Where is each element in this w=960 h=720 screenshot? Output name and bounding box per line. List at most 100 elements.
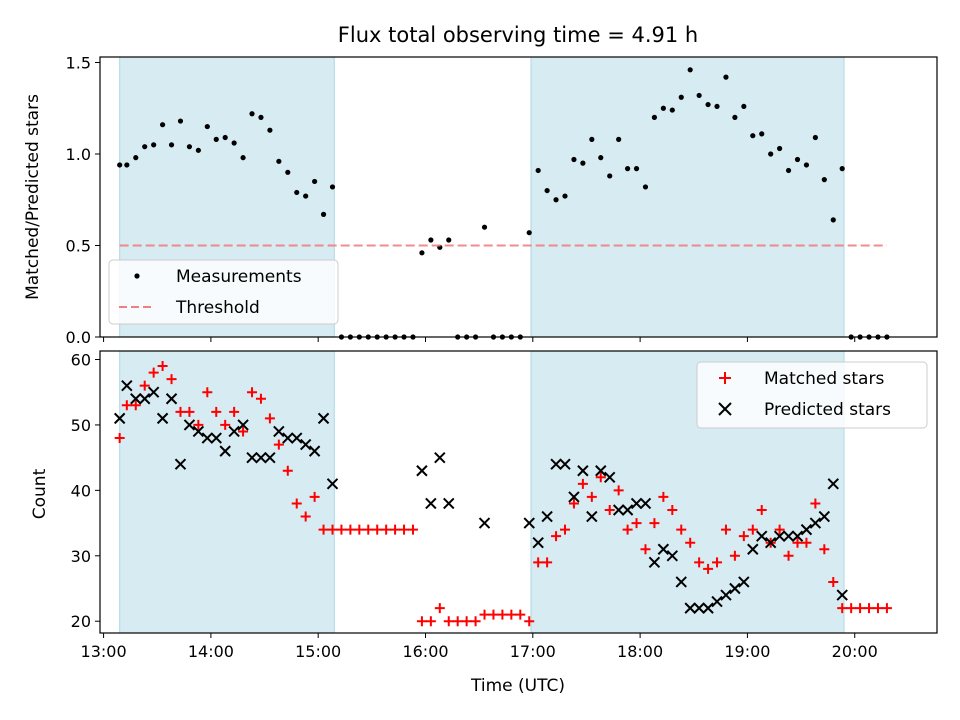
measurement-point — [117, 162, 123, 168]
top-y-axis-label: Matched/Predicted stars — [23, 94, 43, 300]
measurement-point — [249, 111, 255, 117]
matched-point — [434, 603, 445, 614]
predicted-point — [818, 510, 831, 523]
matched-point — [363, 524, 374, 535]
matched-point — [354, 524, 365, 535]
predicted-point — [416, 465, 428, 477]
measurement-point — [669, 107, 675, 113]
plot-frame — [99, 56, 938, 338]
matched-point — [345, 524, 356, 535]
matched-point — [470, 616, 481, 627]
measurement-point — [320, 211, 327, 217]
x-tick-label: 16:00 — [402, 642, 448, 661]
matched-point — [631, 518, 642, 529]
predicted-point — [559, 458, 571, 470]
measurement-point — [651, 114, 658, 120]
matched-point — [801, 537, 812, 548]
measurement-point — [580, 160, 586, 166]
predicted-point — [264, 451, 276, 464]
matched-point — [703, 563, 714, 574]
measurement-point — [428, 237, 434, 243]
matched-point — [828, 576, 839, 587]
predicted-point — [291, 432, 303, 444]
y-tick-label: 20 — [71, 612, 91, 631]
matched-point — [336, 524, 347, 535]
measurement-point — [839, 166, 845, 172]
measurement-point — [303, 193, 309, 199]
matched-point — [551, 531, 562, 542]
matched-point — [416, 616, 427, 627]
measurement-point — [124, 162, 130, 168]
matched-point — [810, 498, 821, 509]
matched-point — [255, 393, 266, 404]
x-tick-label: 19:00 — [724, 642, 770, 661]
predicted-point — [317, 412, 330, 425]
measurements-panel: 0.0 0.5 1.0 1.5 Measurements Threshold — [66, 53, 938, 347]
matched-point — [309, 491, 320, 502]
predicted-point — [308, 445, 321, 457]
predicted-point — [425, 497, 437, 510]
measurement-point — [213, 136, 219, 142]
matched-point — [694, 557, 705, 568]
predicted-point — [809, 517, 822, 529]
measurement-point — [741, 103, 747, 110]
matched-point — [855, 603, 866, 614]
matched-point — [685, 537, 696, 548]
matched-point — [390, 524, 401, 535]
x-tick-label: 18:00 — [617, 642, 663, 661]
predicted-point — [702, 602, 714, 614]
predicted-point — [693, 602, 705, 614]
measurement-point — [222, 134, 228, 141]
matched-point — [881, 603, 892, 614]
measurement-point — [777, 145, 783, 152]
matched-point — [425, 616, 436, 627]
measurement-point — [768, 151, 774, 157]
legend-measurement-swatch — [134, 273, 140, 279]
measurement-point — [723, 74, 729, 80]
bottom-y-axis-label: Count — [30, 468, 50, 519]
measurement-point — [186, 144, 193, 150]
matched-point — [622, 524, 633, 535]
predicted-point — [568, 491, 580, 503]
measurement-point — [544, 187, 550, 194]
predicted-point — [210, 432, 222, 444]
matched-point — [184, 406, 195, 417]
measurement-point — [607, 173, 613, 179]
predicted-point — [130, 393, 142, 405]
measurement-point — [562, 193, 568, 199]
matched-point — [577, 478, 588, 489]
measurement-point — [204, 123, 210, 130]
matched-point — [372, 524, 383, 535]
measurement-point — [633, 166, 640, 172]
predicted-point — [139, 393, 151, 405]
matched-point — [872, 603, 883, 614]
predicted-point — [121, 379, 133, 392]
predicted-point — [183, 419, 196, 431]
measurement-point — [830, 217, 836, 223]
matched-point — [613, 485, 624, 496]
measurement-point — [240, 155, 246, 161]
matched-point — [381, 524, 392, 535]
measurement-point — [177, 118, 184, 124]
legend-predicted-swatch — [718, 402, 732, 416]
predicted-point — [630, 497, 643, 510]
plot-frame — [99, 350, 938, 634]
measurement-point — [803, 162, 810, 168]
predicted-point — [720, 589, 732, 601]
matched-point — [747, 524, 758, 535]
x-axis-label: Time (UTC) — [470, 676, 565, 696]
matched-point — [524, 616, 535, 627]
measurement-point — [624, 166, 631, 172]
measurement-point — [526, 230, 532, 236]
legend-box — [696, 361, 928, 429]
predicted-point — [738, 576, 750, 588]
predicted-point — [434, 451, 446, 464]
matched-point — [220, 419, 231, 430]
matched-point — [166, 374, 177, 385]
predicted-point — [282, 432, 294, 444]
matched-point — [756, 504, 767, 515]
legend-label: Threshold — [175, 298, 260, 318]
measurement-point — [446, 237, 452, 243]
measurement-point — [732, 114, 738, 120]
measurement-point — [195, 147, 201, 153]
